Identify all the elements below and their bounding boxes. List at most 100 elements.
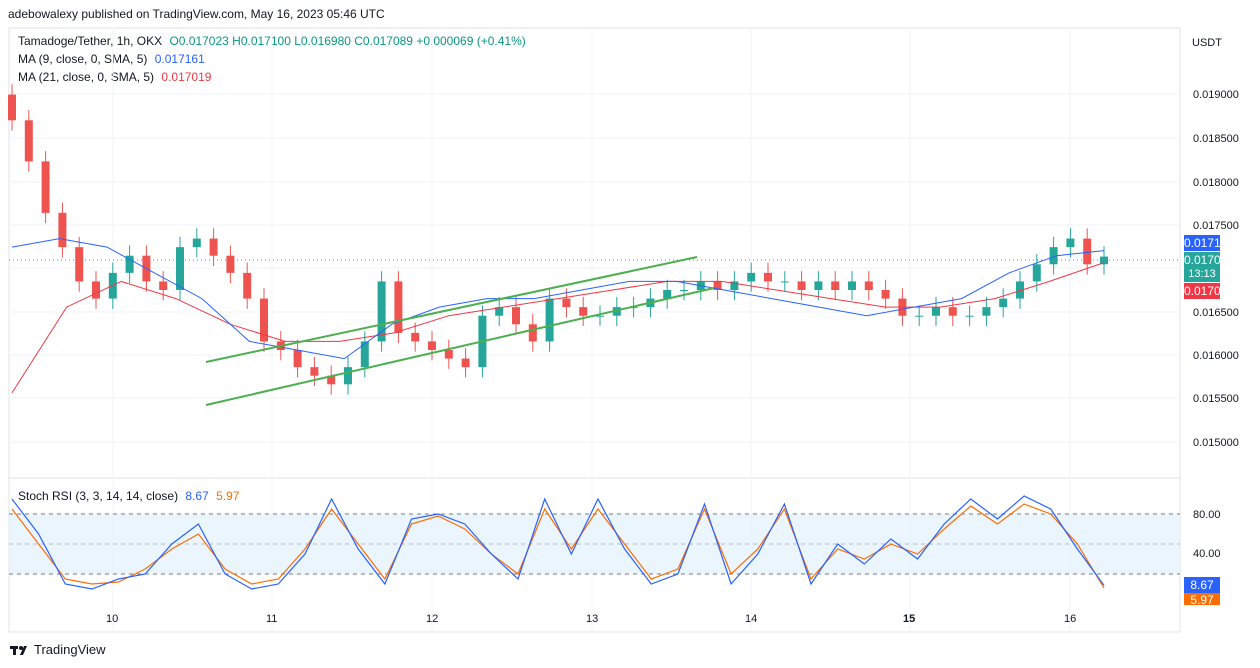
ma21-badge: 0.017019 <box>1184 283 1235 299</box>
footer-brand-label: TradingView <box>34 642 106 657</box>
candle-body <box>8 94 16 121</box>
stoch-k-value: 8.67 <box>185 489 209 503</box>
candle-body <box>680 290 688 291</box>
candle-body <box>310 367 319 376</box>
candle-body <box>226 255 235 273</box>
publisher-line: adebowalexy published on TradingView.com… <box>8 7 385 21</box>
candle-body <box>797 281 806 290</box>
candle-body <box>1066 238 1075 248</box>
candle-body <box>159 281 168 290</box>
candle-body <box>360 341 369 368</box>
candle-body <box>562 298 571 308</box>
candle-body <box>596 315 604 317</box>
candle-body <box>730 281 739 290</box>
stoch-tick: 40.00 <box>1193 548 1221 560</box>
legend-stoch: Stoch RSI (3, 3, 14, 14, close) 8.67 5.9… <box>18 489 243 503</box>
tradingview-logo-icon <box>10 645 27 655</box>
candle-body <box>293 350 302 368</box>
candle-body <box>512 307 520 325</box>
ma21-label[interactable]: MA (21, close, 0, SMA, 5) <box>18 70 155 84</box>
candle-body <box>209 238 218 256</box>
stoch-k-badge: 8.67 <box>1184 577 1220 593</box>
ma9-value: 0.017161 <box>154 52 205 66</box>
ma9-label[interactable]: MA (9, close, 0, SMA, 5) <box>18 52 148 66</box>
candle-body <box>982 307 991 316</box>
candle-body <box>612 307 621 316</box>
stoch-d-line <box>11 503 1105 589</box>
candle-body <box>1049 247 1058 265</box>
candle-body <box>831 281 840 290</box>
time-tick: 10 <box>106 613 118 625</box>
candle-body <box>461 358 470 368</box>
candle-body <box>545 298 554 342</box>
stoch-tick: 80.00 <box>1193 509 1221 521</box>
price-tick: 0.018000 <box>1193 177 1239 189</box>
candle-body <box>58 212 67 248</box>
footer-brand[interactable]: TradingView <box>10 642 106 657</box>
countdown: 13:13 <box>1188 268 1216 280</box>
candle-body <box>377 281 386 342</box>
candle-body <box>260 298 268 342</box>
candle-body <box>411 332 420 342</box>
candle-body <box>965 315 974 317</box>
legend-ma21: MA (21, close, 0, SMA, 5) 0.017019 <box>18 70 215 84</box>
channel-lower-line[interactable] <box>205 287 715 406</box>
candle-body <box>528 324 537 342</box>
time-tick: 16 <box>1064 613 1076 625</box>
stoch-d-badge: 5.97 <box>1184 593 1220 605</box>
price-tick: 0.015500 <box>1193 393 1239 405</box>
price-tick: 0.017500 <box>1193 220 1239 232</box>
candle-body <box>999 298 1008 308</box>
time-tick: 11 <box>266 613 277 625</box>
candle-body <box>394 281 403 333</box>
candle-body <box>747 272 756 282</box>
candle-body <box>327 375 336 385</box>
candle-body <box>24 120 33 162</box>
candle-body <box>848 281 856 290</box>
ma21-value: 0.017019 <box>161 70 212 84</box>
candle-body <box>495 307 504 316</box>
candle-body <box>932 307 940 316</box>
candle-body <box>948 307 957 316</box>
channel-upper-line[interactable] <box>205 256 698 363</box>
stoch-d-value: 5.97 <box>216 489 240 503</box>
time-tick: 13 <box>586 613 598 625</box>
price-tick: 0.016000 <box>1193 350 1239 362</box>
ma9-badge: 0.017161 <box>1184 235 1235 251</box>
candle-body <box>176 247 184 290</box>
stoch-label[interactable]: Stoch RSI (3, 3, 14, 14, close) <box>18 489 179 503</box>
ma21-line <box>11 262 1105 394</box>
candle-body <box>1083 238 1092 265</box>
candle-body <box>713 281 722 290</box>
candle-body <box>92 281 100 299</box>
candle-body <box>780 281 789 283</box>
time-tick: 15 <box>903 613 915 625</box>
price-tick: 0.016500 <box>1193 307 1239 319</box>
candle-body <box>243 272 252 299</box>
candle-body <box>579 307 588 316</box>
candle-body <box>663 290 672 299</box>
legend-main: Tamadoge/Tether, 1h, OKX O0.017023 H0.01… <box>18 34 530 48</box>
candle-body <box>192 238 201 248</box>
candle-body <box>915 315 924 317</box>
candles <box>8 84 1108 395</box>
ohlc-values: O0.017023 H0.017100 L0.016980 C0.017089 … <box>169 34 526 48</box>
stoch-k-line <box>11 495 1105 590</box>
time-tick: 14 <box>745 613 757 625</box>
candle-body <box>428 341 436 350</box>
candle-body <box>881 290 890 299</box>
symbol-label[interactable]: Tamadoge/Tether, 1h, OKX <box>18 34 163 48</box>
price-tick: 0.019000 <box>1193 89 1239 101</box>
price-tick: 0.015000 <box>1193 437 1239 449</box>
last-price-value: 0.017089 <box>1184 253 1235 267</box>
candle-body <box>1100 256 1108 265</box>
price-tick: 0.018500 <box>1193 133 1239 145</box>
candle-body <box>1016 281 1024 299</box>
candle-body <box>75 247 84 282</box>
candle-body <box>344 367 352 385</box>
candle-body <box>814 281 823 290</box>
candle-body <box>444 350 453 359</box>
candle-body <box>125 255 134 273</box>
time-tick: 12 <box>426 613 438 625</box>
